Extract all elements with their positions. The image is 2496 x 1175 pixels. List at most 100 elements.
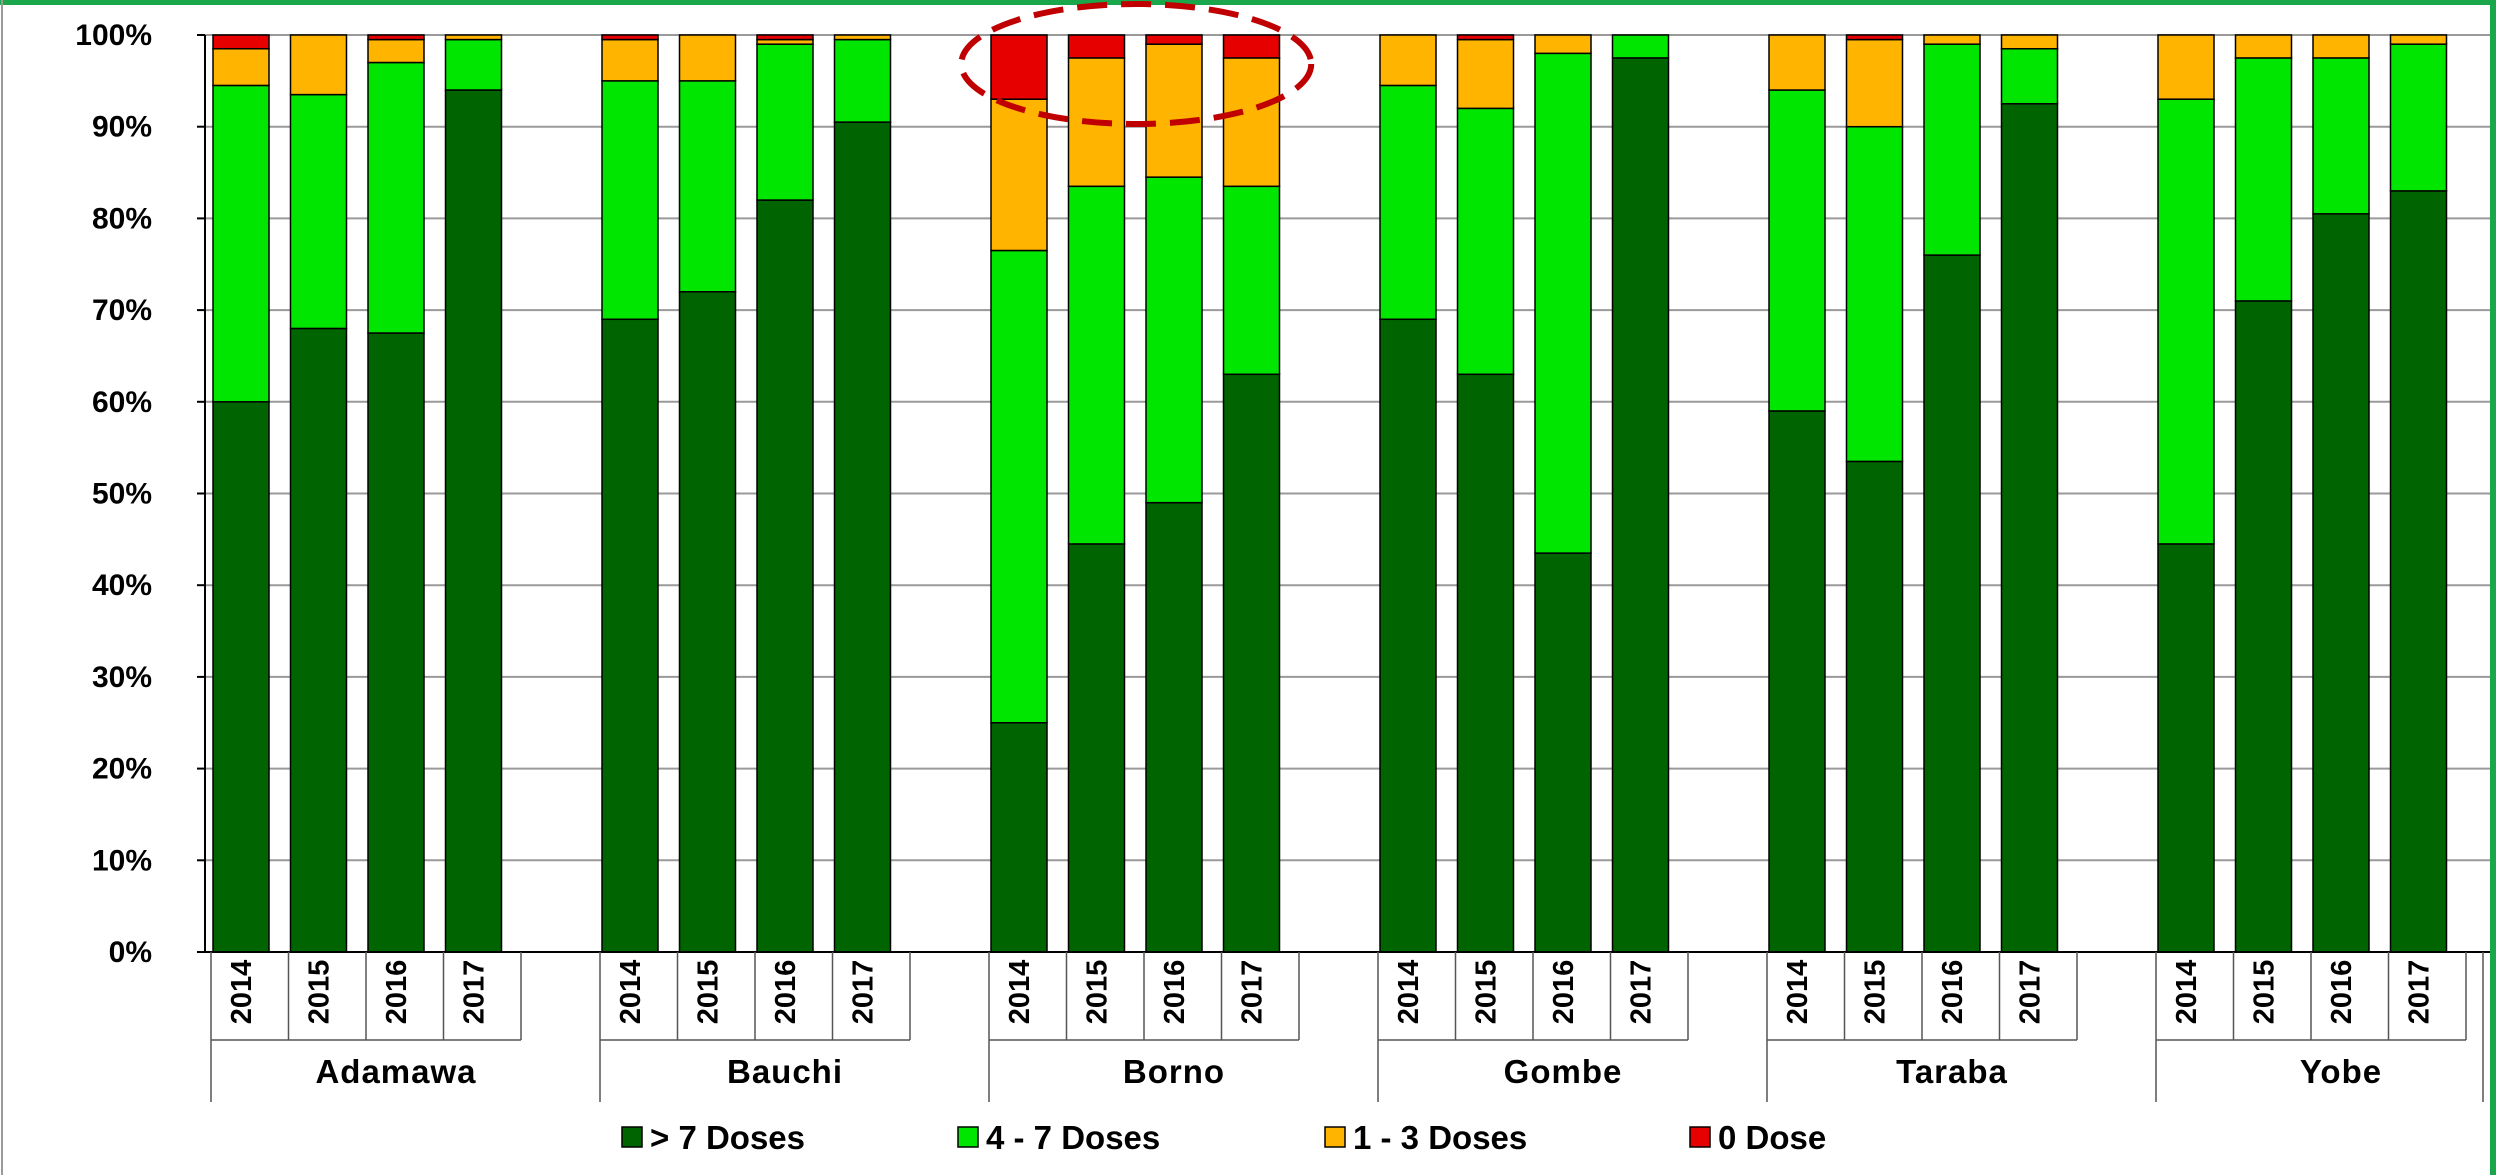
y-tick-label: 40% xyxy=(92,569,152,602)
x-year-label: 2015 xyxy=(1082,960,1114,1025)
bar-segment xyxy=(1768,410,1826,953)
x-year-label: 2014 xyxy=(226,960,258,1025)
legend-swatch xyxy=(621,1126,643,1148)
x-year-label: 2017 xyxy=(2404,960,2436,1025)
y-tick-label: 50% xyxy=(92,478,152,511)
x-year-label: 2015 xyxy=(1860,960,1892,1025)
bar-segment xyxy=(1222,185,1281,376)
bar-segment xyxy=(1845,460,1904,953)
bar-segment xyxy=(367,332,425,953)
bar-segment xyxy=(990,722,1048,953)
legend-label: 0 Dose xyxy=(1718,1119,1826,1156)
x-year-label: 2015 xyxy=(304,960,336,1025)
x-group-label: Yobe xyxy=(2300,1053,2382,1090)
bar-segment xyxy=(2234,34,2293,59)
bar-segment xyxy=(1145,43,1203,178)
x-year-label: 2016 xyxy=(1159,960,1191,1025)
bar-segment xyxy=(212,401,270,953)
bar-segment xyxy=(289,93,348,330)
bar-segment xyxy=(367,61,425,334)
bar-segment xyxy=(756,199,814,953)
bar-segment xyxy=(2389,190,2448,953)
top-border-strip xyxy=(0,0,2496,5)
bar-segment xyxy=(2312,213,2370,953)
right-border-strip xyxy=(2490,0,2496,1175)
x-year-label: 2015 xyxy=(2249,960,2281,1025)
x-year-label: 2014 xyxy=(1782,960,1814,1025)
legend-label: 4 - 7 Doses xyxy=(986,1119,1160,1156)
y-tick-label: 30% xyxy=(92,661,152,694)
bar-segment xyxy=(289,327,348,953)
bar-segment xyxy=(1456,34,1515,41)
bar-segment xyxy=(212,84,270,403)
y-tick-label: 90% xyxy=(92,111,152,144)
bar-segment xyxy=(2000,103,2059,953)
bar-segment xyxy=(2234,300,2293,953)
bar-segment xyxy=(1222,57,1281,188)
y-tick-label: 20% xyxy=(92,753,152,786)
x-year-label: 2016 xyxy=(1937,960,1969,1025)
x-group-label: Adamawa xyxy=(315,1053,476,1090)
bar-segment xyxy=(678,291,737,953)
bar-segment xyxy=(990,34,1048,100)
x-year-label: 2015 xyxy=(1471,960,1503,1025)
y-tick-label: 0% xyxy=(109,936,152,969)
bar-segment xyxy=(1145,501,1203,953)
bar-segment xyxy=(1379,84,1437,321)
bar-segment xyxy=(444,38,503,91)
x-year-label: 2017 xyxy=(459,960,491,1025)
x-year-label: 2015 xyxy=(693,960,725,1025)
x-year-label: 2014 xyxy=(2171,960,2203,1025)
bar-segment xyxy=(1611,34,1670,59)
x-year-label: 2016 xyxy=(381,960,413,1025)
bar-segment xyxy=(601,318,659,953)
bar-segment xyxy=(1067,34,1126,59)
y-tick-label: 80% xyxy=(92,202,152,235)
y-tick-label: 100% xyxy=(75,19,152,52)
bar-segment xyxy=(1768,89,1826,412)
axes: 0% 10% 20% 30% 40% 50% 60% 70% 80% 90% 100% xyxy=(75,19,2490,1102)
y-tick-label: 70% xyxy=(92,294,152,327)
x-year-label: 2017 xyxy=(848,960,880,1025)
bars xyxy=(212,34,2448,953)
bar-segment xyxy=(444,89,503,953)
bar-segment xyxy=(444,34,503,41)
bar-segment xyxy=(1456,373,1515,953)
legend-label: > 7 Doses xyxy=(650,1119,805,1156)
legend-swatch xyxy=(1324,1126,1346,1148)
x-year-label: 2014 xyxy=(615,960,647,1025)
bar-segment xyxy=(1067,543,1126,953)
bar-segment xyxy=(1845,34,1904,41)
bar-segment xyxy=(2312,34,2370,59)
bar-segment xyxy=(2157,543,2215,953)
bar-segment xyxy=(1611,57,1670,953)
bar-segment xyxy=(1456,107,1515,376)
bar-segment xyxy=(2000,34,2059,50)
bar-segment xyxy=(990,98,1048,252)
bar-segment xyxy=(1379,318,1437,953)
bar-segment xyxy=(2389,43,2448,192)
x-group-label: Gombe xyxy=(1504,1053,1623,1090)
bar-segment xyxy=(2312,57,2370,215)
x-year-label: 2017 xyxy=(1626,960,1658,1025)
bar-segment xyxy=(367,34,425,41)
bar-segment xyxy=(2000,48,2059,105)
bar-segment xyxy=(2157,98,2215,545)
x-year-label: 2014 xyxy=(1393,960,1425,1025)
legend: > 7 Doses 4 - 7 Doses 1 - 3 Doses 0 Dose xyxy=(621,1119,1826,1156)
bar-segment xyxy=(1845,38,1904,128)
bar-segment xyxy=(756,34,814,41)
x-year-label: 2016 xyxy=(1548,960,1580,1025)
bar-segment xyxy=(1845,125,1904,463)
y-tick-label: 60% xyxy=(92,386,152,419)
bar-segment xyxy=(212,48,270,87)
gridlines xyxy=(205,34,2490,862)
bar-segment xyxy=(1534,552,1592,953)
y-tick-label: 10% xyxy=(92,844,152,877)
x-year-label: 2016 xyxy=(770,960,802,1025)
legend-swatch xyxy=(957,1126,979,1148)
bar-segment xyxy=(1923,34,1981,45)
bar-segment xyxy=(1379,34,1437,87)
bar-segment xyxy=(833,121,892,953)
